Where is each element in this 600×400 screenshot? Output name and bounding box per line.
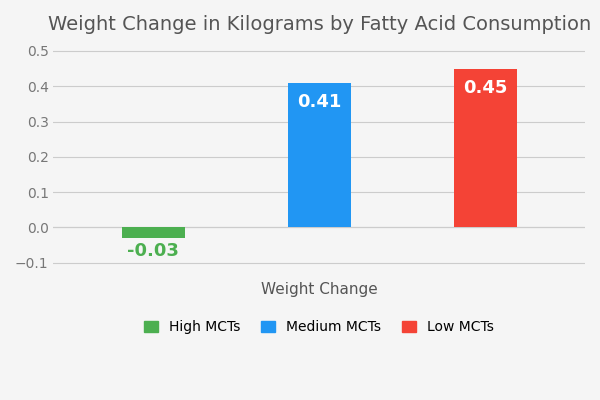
Bar [454, 69, 517, 228]
Bar [287, 83, 351, 228]
X-axis label: Weight Change: Weight Change [261, 282, 377, 297]
Text: -0.03: -0.03 [127, 242, 179, 260]
Text: 0.45: 0.45 [463, 79, 508, 97]
Bar [122, 228, 185, 238]
Text: 0.41: 0.41 [297, 93, 341, 111]
Title: Weight Change in Kilograms by Fatty Acid Consumption: Weight Change in Kilograms by Fatty Acid… [47, 15, 591, 34]
Legend: High MCTs, Medium MCTs, Low MCTs: High MCTs, Medium MCTs, Low MCTs [139, 315, 500, 340]
